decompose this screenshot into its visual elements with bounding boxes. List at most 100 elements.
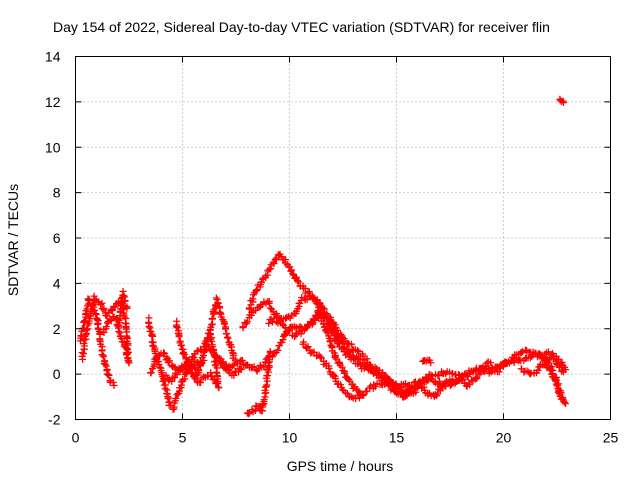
data-point — [337, 330, 345, 338]
data-point — [164, 358, 172, 366]
data-point — [265, 319, 273, 327]
data-point — [333, 326, 341, 334]
data-point — [367, 362, 375, 370]
data-point — [293, 277, 301, 285]
data-point — [177, 341, 185, 349]
data-point — [354, 346, 362, 354]
x-tick-label: 10 — [282, 430, 298, 446]
x-tick-label: 15 — [389, 430, 405, 446]
data-point — [316, 353, 324, 361]
series-sat-r — [496, 346, 570, 408]
data-point — [406, 386, 414, 394]
data-point — [310, 348, 318, 356]
data-point — [515, 356, 523, 364]
data-point — [147, 369, 155, 377]
data-point — [210, 346, 218, 354]
data-point — [466, 381, 474, 389]
data-point — [338, 363, 346, 371]
chart-title: Day 154 of 2022, Sidereal Day-to-day VTE… — [53, 19, 550, 35]
y-tick-label: 10 — [45, 139, 61, 155]
data-point — [255, 365, 263, 373]
data-point — [190, 353, 198, 361]
data-point — [562, 400, 570, 408]
data-point — [179, 350, 187, 358]
data-point — [204, 329, 212, 337]
series-sat-i — [200, 294, 246, 368]
data-point — [172, 395, 180, 403]
data-point — [526, 370, 534, 378]
data-point — [300, 338, 308, 346]
data-point — [228, 362, 236, 370]
y-axis-label: SDTVAR / TECUs — [5, 184, 21, 296]
data-point — [559, 99, 567, 107]
data-point — [245, 410, 253, 418]
y-tick-label: 2 — [53, 321, 61, 337]
data-point — [315, 308, 323, 316]
data-point — [212, 294, 220, 302]
data-point — [459, 376, 467, 384]
data-point — [145, 322, 153, 330]
data-point — [316, 300, 324, 308]
data-point — [207, 321, 215, 329]
axis-ticks — [75, 56, 611, 420]
data-point — [98, 351, 106, 359]
data-point — [453, 378, 461, 386]
data-point — [236, 364, 244, 372]
data-point — [117, 335, 125, 343]
data-point — [274, 346, 282, 354]
data-point — [101, 360, 109, 368]
data-point — [104, 371, 112, 379]
data-point — [547, 366, 555, 374]
data-point — [122, 351, 130, 359]
data-point — [551, 377, 559, 385]
data-point — [315, 299, 323, 307]
data-point — [211, 350, 219, 358]
data-point — [265, 299, 273, 307]
data-point — [281, 324, 289, 332]
y-tick-label: 14 — [45, 49, 61, 65]
data-point — [380, 380, 388, 388]
data-point — [211, 353, 219, 361]
data-point — [120, 313, 128, 321]
data-point — [323, 329, 331, 337]
x-tick-label: 20 — [496, 430, 512, 446]
grid-lines — [75, 56, 611, 420]
data-point — [473, 374, 481, 382]
data-point — [102, 323, 110, 331]
data-point — [536, 350, 544, 358]
data-point — [173, 324, 181, 332]
data-point — [553, 381, 561, 389]
data-point — [408, 383, 416, 391]
series-sat-n — [265, 307, 409, 395]
data-point — [238, 357, 246, 365]
data-point — [173, 391, 181, 399]
data-point — [230, 361, 238, 369]
data-point — [278, 320, 286, 328]
series-sat-a — [76, 295, 118, 389]
data-point — [439, 384, 447, 392]
data-point — [84, 295, 92, 303]
data-point — [214, 379, 222, 387]
data-point — [348, 340, 356, 348]
series-sat-p — [399, 363, 503, 401]
data-point — [149, 332, 157, 340]
data-point — [272, 318, 280, 326]
data-point — [214, 299, 222, 307]
data-point — [321, 323, 329, 331]
data-point — [355, 348, 363, 356]
x-axis-label: GPS time / hours — [287, 458, 394, 474]
series-sat-l — [245, 250, 366, 399]
y-tick-label: 12 — [45, 94, 61, 110]
data-point — [304, 289, 312, 297]
data-point — [197, 379, 205, 387]
data-point — [552, 380, 560, 388]
data-point — [286, 327, 294, 335]
data-point — [544, 348, 552, 356]
data-point — [172, 323, 180, 331]
data-point — [191, 363, 199, 371]
data-point — [270, 260, 278, 268]
data-point — [331, 353, 339, 361]
data-point — [435, 377, 443, 385]
x-tick-label: 25 — [603, 430, 619, 446]
data-point — [288, 266, 296, 274]
